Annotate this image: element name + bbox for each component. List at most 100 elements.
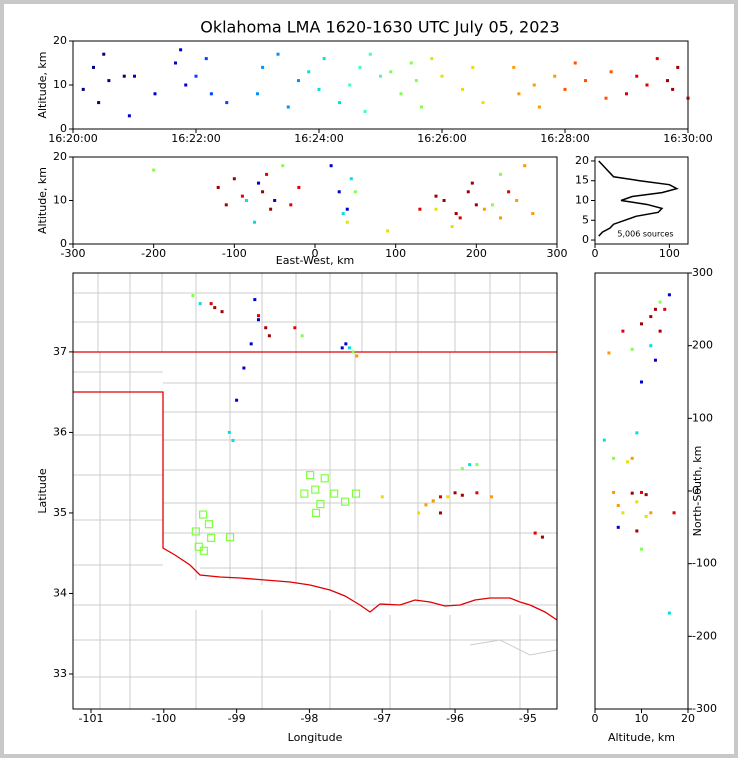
station <box>311 485 320 494</box>
source-point <box>242 366 246 370</box>
source-point <box>430 57 434 61</box>
annotation: 5,006 sources <box>617 230 673 239</box>
station <box>320 474 329 483</box>
source-point <box>653 358 657 362</box>
y-tick-label: 0 <box>60 122 67 135</box>
source-point <box>474 203 478 207</box>
source-point <box>253 220 256 224</box>
source-point <box>127 114 131 118</box>
source-point <box>640 322 643 326</box>
source-point <box>453 491 457 495</box>
y-tick-label: 10 <box>575 194 589 207</box>
source-point <box>507 190 511 194</box>
source-point <box>630 491 634 495</box>
y-tick-label: 100 <box>692 411 713 424</box>
source-point <box>317 87 321 91</box>
source-point <box>209 302 213 306</box>
source-point <box>686 96 690 100</box>
source-point <box>607 351 611 355</box>
chart-title: Oklahoma LMA 1620-1630 UTC July 05, 2023 <box>200 18 559 37</box>
station <box>300 489 309 498</box>
x-tick-label: 16:22:00 <box>171 132 220 145</box>
source-point <box>616 525 620 529</box>
source-point <box>231 438 235 442</box>
source-point <box>97 101 101 105</box>
source-point <box>269 207 273 211</box>
source-point <box>204 57 208 61</box>
y-tick-label: 200 <box>692 339 713 352</box>
source-point <box>256 92 259 96</box>
source-point <box>630 456 634 460</box>
source-point <box>644 493 648 497</box>
source-point <box>475 491 479 495</box>
source-point <box>418 207 422 211</box>
source-point <box>92 65 95 69</box>
source-point <box>537 105 541 109</box>
state-lines <box>73 351 557 621</box>
plot-frame <box>72 40 689 130</box>
source-point <box>466 190 470 194</box>
source-point <box>666 79 669 83</box>
source-point <box>213 306 217 310</box>
source-point <box>471 65 475 69</box>
source-point <box>307 70 311 74</box>
source-point <box>612 490 616 494</box>
source-point <box>198 302 202 306</box>
x-tick-label: -101 <box>79 712 104 725</box>
source-point <box>340 346 344 350</box>
source-point <box>671 87 675 91</box>
source-point <box>621 329 625 333</box>
source-point <box>454 212 458 216</box>
x-tick-label: 16:20:00 <box>48 132 97 145</box>
source-point <box>640 547 643 551</box>
source-point <box>635 74 639 78</box>
source-point <box>424 503 428 507</box>
y-axis-label: North-South, km <box>691 446 704 537</box>
source-point <box>431 499 435 503</box>
y-tick-label: 0 <box>60 237 67 250</box>
source-point <box>553 74 557 78</box>
source-point <box>184 83 188 87</box>
source-point <box>355 354 359 358</box>
x-tick-label: -99 <box>228 712 246 725</box>
source-point <box>273 199 277 202</box>
source-point <box>635 431 639 435</box>
source-point <box>240 194 244 198</box>
source-point <box>348 83 352 87</box>
source-point <box>297 185 301 189</box>
source-point <box>293 326 297 330</box>
x-tick-label: 0 <box>592 247 599 260</box>
source-point <box>389 70 393 74</box>
source-point <box>649 344 653 348</box>
source-point <box>281 164 285 168</box>
source-point <box>563 87 567 91</box>
source-point <box>257 181 261 185</box>
source-point <box>635 500 639 504</box>
source-point <box>667 293 671 297</box>
source-point <box>261 65 265 69</box>
y-tick-label: 20 <box>53 34 67 47</box>
source-point <box>621 511 625 515</box>
source-point <box>533 531 537 535</box>
source-point <box>460 493 464 497</box>
source-point <box>655 57 659 61</box>
source-point <box>194 74 198 78</box>
source-point <box>676 65 680 69</box>
x-axis-label: East-West, km <box>276 254 354 267</box>
source-point <box>481 101 485 105</box>
source-point <box>468 463 472 467</box>
y-tick-label: -100 <box>692 557 717 570</box>
map-boundaries <box>73 273 557 709</box>
station <box>204 520 214 529</box>
source-point <box>174 61 177 65</box>
source-point <box>351 350 355 354</box>
source-point <box>297 79 300 83</box>
source-point <box>658 329 662 333</box>
source-point <box>630 347 634 351</box>
source-point <box>337 190 341 194</box>
x-tick-label: -95 <box>519 712 537 725</box>
x-tick-label: -100 <box>151 712 176 725</box>
x-tick-label: 300 <box>547 247 568 260</box>
altitude-histogram <box>598 160 679 237</box>
